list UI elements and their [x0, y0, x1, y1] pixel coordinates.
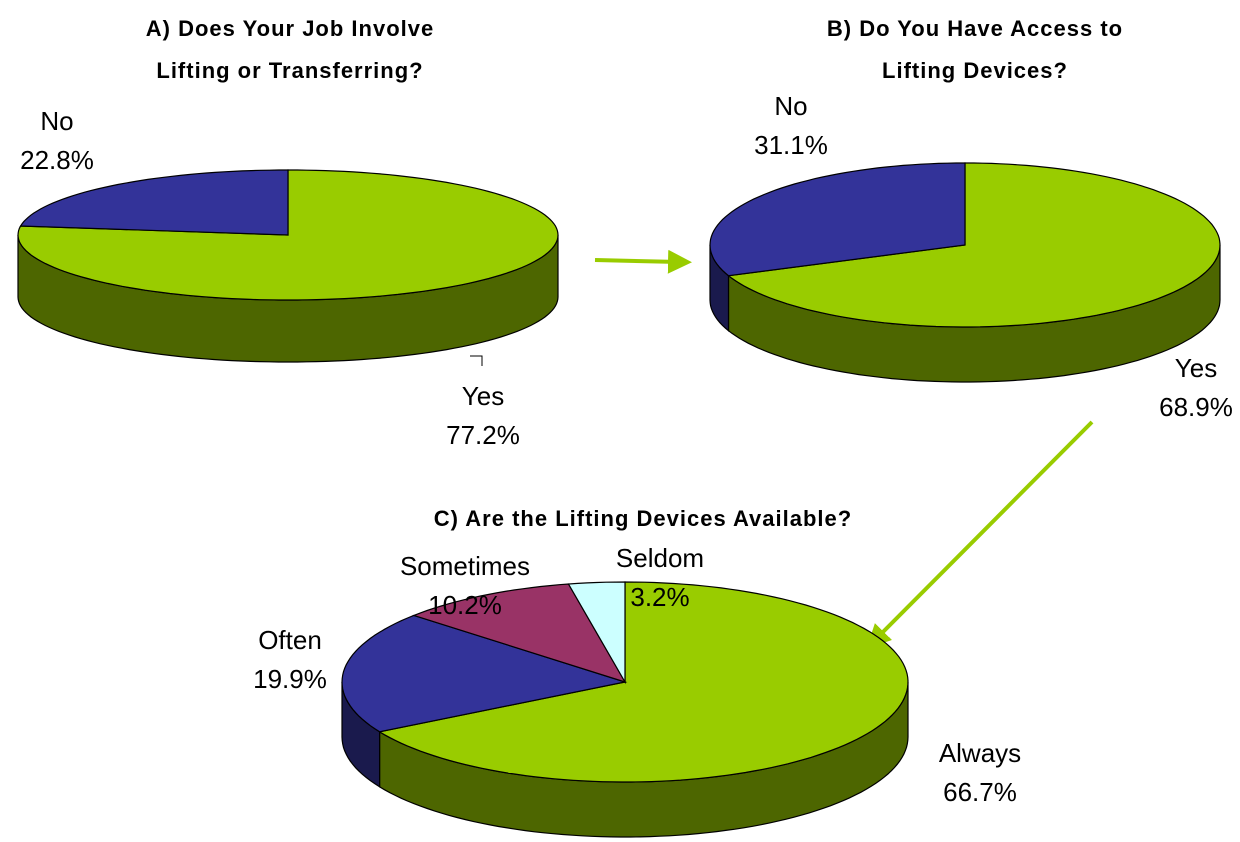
- slice-category-label: Yes: [1175, 353, 1217, 383]
- slice: [709, 162, 966, 277]
- slice-value-label: 10.2%: [428, 590, 502, 620]
- slice: [341, 614, 628, 733]
- slice-category-label: No: [774, 91, 807, 121]
- slice: [19, 169, 289, 236]
- flow-arrow: [594, 249, 692, 274]
- leader-line: [470, 355, 483, 366]
- slice-value-label: 66.7%: [943, 777, 1017, 807]
- slice-category-label: Always: [939, 738, 1021, 768]
- flow-arrow: [866, 420, 1094, 649]
- slice-category-label: Seldom: [616, 543, 704, 573]
- slice-value-label: 68.9%: [1159, 392, 1233, 422]
- chart-title: A) Does Your Job Involve: [146, 16, 434, 41]
- slice: [412, 583, 627, 684]
- slice: [377, 581, 909, 783]
- slice-category-label: Yes: [462, 381, 504, 411]
- slice-value-label: 19.9%: [253, 664, 327, 694]
- slice-value-label: 77.2%: [446, 420, 520, 450]
- slice-value-label: 31.1%: [754, 130, 828, 160]
- slice-category-label: Often: [258, 625, 322, 655]
- slice: [567, 581, 626, 685]
- slice-value-label: 22.8%: [20, 145, 94, 175]
- chart-title: Lifting or Transferring?: [156, 58, 423, 83]
- chart-title: Lifting Devices?: [882, 58, 1068, 83]
- chart-title: B) Do You Have Access to: [827, 16, 1123, 41]
- slice-value-label: 3.2%: [630, 582, 689, 612]
- slice-category-label: No: [40, 106, 73, 136]
- slice: [726, 162, 1221, 328]
- chart-title: C) Are the Lifting Devices Available?: [434, 506, 852, 531]
- slice-category-label: Sometimes: [400, 551, 530, 581]
